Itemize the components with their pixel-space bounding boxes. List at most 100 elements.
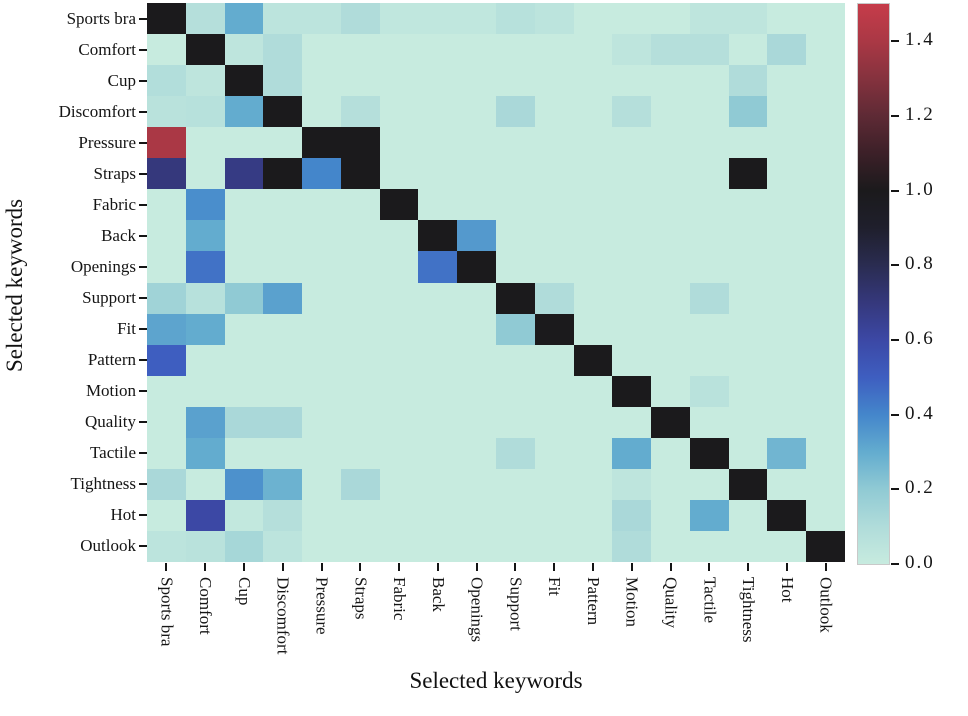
heatmap-cell xyxy=(224,189,264,221)
heatmap-cell xyxy=(185,499,226,532)
heatmap-cell xyxy=(457,437,497,470)
heatmap-cell xyxy=(806,375,846,408)
heatmap-cell xyxy=(612,437,652,470)
heatmap-cell xyxy=(147,406,187,439)
heatmap-cell xyxy=(185,96,226,128)
heatmap-cell xyxy=(612,220,652,252)
heatmap-cell xyxy=(185,65,226,97)
x-axis-tick xyxy=(669,563,672,571)
heatmap-cell xyxy=(728,313,768,346)
heatmap-cell xyxy=(689,251,730,283)
heatmap-cell xyxy=(379,406,419,439)
heatmap-cell xyxy=(651,499,691,532)
heatmap-cell xyxy=(147,313,187,346)
heatmap-cell xyxy=(418,158,458,190)
heatmap-cell xyxy=(147,499,187,532)
y-axis-tick xyxy=(139,172,147,175)
heatmap-cell xyxy=(340,499,381,532)
heatmap-cell xyxy=(689,406,730,439)
heatmap-cell xyxy=(185,437,226,470)
x-axis-tick xyxy=(398,563,401,571)
colorbar-tick xyxy=(891,488,899,491)
heatmap-cell xyxy=(651,3,691,35)
heatmap xyxy=(147,3,846,563)
heatmap-cell xyxy=(767,468,807,501)
x-axis-tick xyxy=(747,563,750,571)
x-axis-tick xyxy=(708,563,711,571)
x-tick-label: Fabric xyxy=(390,577,410,621)
heatmap-cell xyxy=(806,499,846,532)
heatmap-cell xyxy=(147,127,187,159)
y-axis-tick xyxy=(139,359,147,362)
heatmap-cell xyxy=(689,499,730,532)
heatmap-cell xyxy=(728,406,768,439)
heatmap-cell xyxy=(147,189,187,221)
heatmap-cell xyxy=(496,468,536,501)
heatmap-cell xyxy=(806,220,846,252)
heatmap-cell xyxy=(263,65,303,97)
colorbar-tick xyxy=(891,563,899,565)
heatmap-cell xyxy=(302,127,342,159)
heatmap-cell xyxy=(263,375,303,408)
heatmap-cell xyxy=(418,313,458,346)
x-axis-tick xyxy=(824,563,827,571)
heatmap-cell xyxy=(689,530,730,563)
heatmap-cell xyxy=(457,406,497,439)
heatmap-cell xyxy=(573,220,613,252)
heatmap-cell xyxy=(689,3,730,35)
heatmap-cell xyxy=(767,499,807,532)
y-tick-label: Openings xyxy=(70,256,136,276)
heatmap-cell xyxy=(224,437,264,470)
heatmap-cell xyxy=(534,282,575,315)
heatmap-cell xyxy=(767,406,807,439)
heatmap-cell xyxy=(263,127,303,159)
heatmap-cell xyxy=(379,499,419,532)
y-axis-tick xyxy=(139,17,147,20)
heatmap-cell xyxy=(767,251,807,283)
heatmap-cell xyxy=(496,499,536,532)
heatmap-cell xyxy=(534,189,575,221)
heatmap-cell xyxy=(689,189,730,221)
heatmap-cell xyxy=(612,282,652,315)
heatmap-cell xyxy=(224,96,264,128)
heatmap-cell xyxy=(340,282,381,315)
heatmap-cell xyxy=(147,375,187,408)
heatmap-cell xyxy=(651,158,691,190)
heatmap-cell xyxy=(534,220,575,252)
x-tick-label: Comfort xyxy=(196,577,216,635)
heatmap-cell xyxy=(263,251,303,283)
y-axis-tick xyxy=(139,483,147,486)
heatmap-cell xyxy=(302,96,342,128)
heatmap-cell xyxy=(767,375,807,408)
heatmap-cell xyxy=(379,282,419,315)
heatmap-cell xyxy=(534,344,575,377)
heatmap-cell xyxy=(263,437,303,470)
heatmap-cell xyxy=(185,406,226,439)
y-tick-label: Support xyxy=(82,288,136,308)
heatmap-cell xyxy=(534,530,575,563)
heatmap-cell xyxy=(767,3,807,35)
heatmap-cell xyxy=(302,34,342,66)
x-axis-tick xyxy=(359,563,362,571)
heatmap-cell xyxy=(302,65,342,97)
heatmap-cell xyxy=(224,282,264,315)
heatmap-cell xyxy=(340,344,381,377)
heatmap-cell xyxy=(496,34,536,66)
heatmap-cell xyxy=(302,282,342,315)
heatmap-cell xyxy=(457,530,497,563)
heatmap-cell xyxy=(806,3,846,35)
colorbar-tick-label: 1.0 xyxy=(905,178,935,200)
heatmap-cell xyxy=(806,468,846,501)
colorbar-tick xyxy=(891,189,899,192)
heatmap-cell xyxy=(806,406,846,439)
x-tick-label: Openings xyxy=(467,577,487,643)
heatmap-cell xyxy=(573,34,613,66)
heatmap-cell xyxy=(767,282,807,315)
heatmap-cell xyxy=(147,251,187,283)
y-tick-label: Tactile xyxy=(89,443,136,463)
heatmap-cell xyxy=(302,313,342,346)
heatmap-cell xyxy=(767,65,807,97)
heatmap-cell xyxy=(612,406,652,439)
y-tick-label: Back xyxy=(101,225,136,245)
